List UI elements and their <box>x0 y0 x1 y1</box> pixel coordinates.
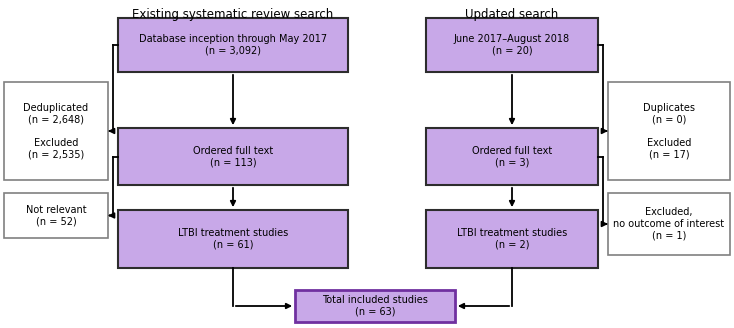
Text: LTBI treatment studies
(n = 2): LTBI treatment studies (n = 2) <box>457 228 567 250</box>
Bar <box>118 18 348 72</box>
Bar <box>608 82 730 180</box>
Text: Deduplicated
(n = 2,648)

Excluded
(n = 2,535): Deduplicated (n = 2,648) Excluded (n = 2… <box>23 103 89 159</box>
Bar <box>295 290 455 322</box>
Bar <box>608 193 730 255</box>
Bar <box>426 128 598 185</box>
Text: Excluded,
no outcome of interest
(n = 1): Excluded, no outcome of interest (n = 1) <box>614 207 724 241</box>
Bar <box>426 18 598 72</box>
Text: Duplicates
(n = 0)

Excluded
(n = 17): Duplicates (n = 0) Excluded (n = 17) <box>643 103 695 159</box>
Bar <box>118 128 348 185</box>
Text: Existing systematic review search: Existing systematic review search <box>132 8 334 21</box>
Bar <box>426 210 598 268</box>
Text: LTBI treatment studies
(n = 61): LTBI treatment studies (n = 61) <box>178 228 288 250</box>
Text: Ordered full text
(n = 3): Ordered full text (n = 3) <box>472 146 552 167</box>
Text: Database inception through May 2017
(n = 3,092): Database inception through May 2017 (n =… <box>139 34 327 56</box>
Bar <box>118 210 348 268</box>
Bar <box>4 193 108 238</box>
Text: Ordered full text
(n = 113): Ordered full text (n = 113) <box>193 146 273 167</box>
Text: June 2017–August 2018
(n = 20): June 2017–August 2018 (n = 20) <box>454 34 570 56</box>
Text: Not relevant
(n = 52): Not relevant (n = 52) <box>26 205 87 226</box>
Text: Total included studies
(n = 63): Total included studies (n = 63) <box>322 295 428 317</box>
Bar <box>4 82 108 180</box>
Text: Updated search: Updated search <box>465 8 559 21</box>
